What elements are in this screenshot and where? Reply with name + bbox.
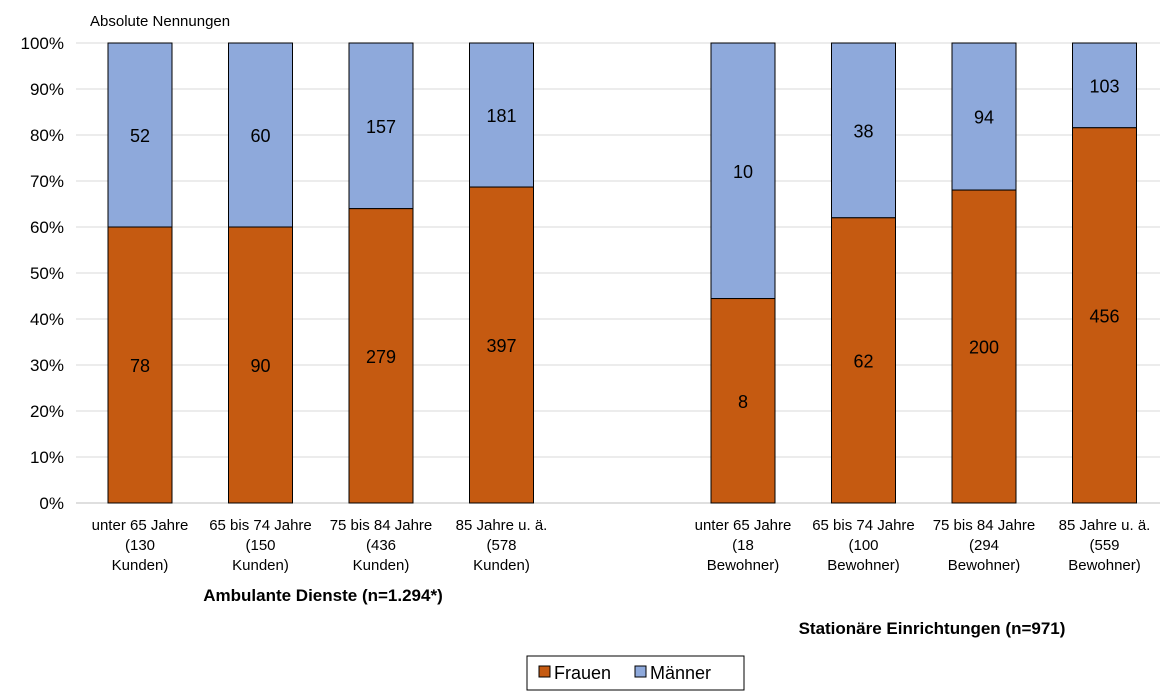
x-tick-label: (150 xyxy=(245,537,275,554)
x-tick-label: (578 xyxy=(486,537,516,554)
bar-segment-maenner xyxy=(348,42,414,210)
x-tick-label: 65 bis 74 Jahre xyxy=(812,517,915,534)
data-label-frauen: 279 xyxy=(366,347,396,367)
bar-segment-maenner xyxy=(228,42,293,228)
data-label-frauen: 90 xyxy=(250,356,270,376)
data-label-maenner: 60 xyxy=(250,126,270,146)
y-tick-label: 10% xyxy=(30,448,64,467)
group-title: Ambulante Dienste (n=1.294*) xyxy=(203,586,443,605)
y-tick-label: 80% xyxy=(30,126,64,145)
data-label-maenner: 181 xyxy=(486,106,516,126)
legend: Frauen Männer xyxy=(526,655,745,691)
data-label-frauen: 397 xyxy=(486,336,516,356)
x-tick-label: 65 bis 74 Jahre xyxy=(209,517,312,534)
bar-segment-frauen xyxy=(469,186,534,504)
data-label-maenner: 38 xyxy=(853,121,873,141)
y-tick-label: 100% xyxy=(21,34,64,53)
x-tick-label: Bewohner) xyxy=(707,557,780,574)
x-tick-label: 75 bis 84 Jahre xyxy=(933,517,1036,534)
unit-label: Absolute Nennungen xyxy=(90,13,230,30)
x-tick-label: (559 xyxy=(1089,537,1119,554)
bar-segment-maenner xyxy=(1072,42,1137,129)
y-tick-label: 30% xyxy=(30,356,64,375)
x-tick-label: (436 xyxy=(366,537,396,554)
y-axis-ticks: 0% 10% 20% 30% 40% 50% 60% 70% 80% 90% 100% xyxy=(21,34,64,513)
data-label-frauen: 200 xyxy=(969,338,999,358)
x-tick-label: Kunden) xyxy=(353,557,410,574)
y-tick-label: 60% xyxy=(30,218,64,237)
bar-segment-maenner xyxy=(831,42,896,219)
x-tick-label: Kunden) xyxy=(473,557,530,574)
bar-segment-frauen xyxy=(1072,127,1137,504)
data-label-frauen: 8 xyxy=(738,392,748,412)
bar-segment-frauen xyxy=(348,208,414,504)
bar-segment-frauen xyxy=(831,217,896,504)
bars: 52 78 60 90 157 279 181 397 10 8 38 62 94 200 103 456 xyxy=(107,42,1137,504)
legend-label: Frauen xyxy=(554,663,611,683)
bar-segment-maenner xyxy=(107,42,173,228)
bar-segment-frauen xyxy=(107,226,173,504)
legend-swatch xyxy=(538,665,551,678)
data-label-maenner: 157 xyxy=(366,117,396,137)
data-label-frauen: 456 xyxy=(1089,306,1119,326)
x-tick-label: unter 65 Jahre xyxy=(92,517,189,534)
data-label-frauen: 78 xyxy=(130,356,150,376)
data-label-maenner: 94 xyxy=(974,108,994,128)
y-tick-label: 40% xyxy=(30,310,64,329)
bar-segment-frauen xyxy=(951,189,1017,504)
y-tick-label: 0% xyxy=(39,494,64,513)
x-tick-label: 85 Jahre u. ä. xyxy=(1059,517,1151,534)
x-tick-label: 75 bis 84 Jahre xyxy=(330,517,433,534)
data-label-frauen: 62 xyxy=(853,351,873,371)
x-tick-label: Bewohner) xyxy=(1068,557,1141,574)
bar-segment-maenner xyxy=(951,42,1017,191)
bar-segment-frauen xyxy=(710,298,776,504)
x-tick-label: Bewohner) xyxy=(948,557,1021,574)
y-tick-label: 50% xyxy=(30,264,64,283)
x-tick-label: Kunden) xyxy=(232,557,289,574)
x-tick-label: (100 xyxy=(848,537,878,554)
legend-swatch xyxy=(634,665,647,678)
x-tick-label: unter 65 Jahre xyxy=(695,517,792,534)
x-tick-label: Kunden) xyxy=(112,557,169,574)
x-tick-label: (130 xyxy=(125,537,155,554)
data-label-maenner: 10 xyxy=(733,162,753,182)
bar-segment-maenner xyxy=(710,42,776,300)
y-tick-label: 70% xyxy=(30,172,64,191)
group-titles: Ambulante Dienste (n=1.294*) Stationäre E… xyxy=(203,586,1065,638)
group-title: Stationäre Einrichtungen (n=971) xyxy=(799,619,1066,638)
y-tick-label: 20% xyxy=(30,402,64,421)
y-tick-label: 90% xyxy=(30,80,64,99)
x-axis-ticks: unter 65 Jahre (130 Kunden) 65 bis 74 Jahre… xyxy=(92,517,1151,574)
data-label-maenner: 103 xyxy=(1089,76,1119,96)
x-tick-label: 85 Jahre u. ä. xyxy=(456,517,548,534)
x-tick-label: Bewohner) xyxy=(827,557,900,574)
data-label-maenner: 52 xyxy=(130,126,150,146)
x-tick-label: (18 xyxy=(732,537,754,554)
bar-segment-frauen xyxy=(228,226,293,504)
bar-segment-maenner xyxy=(469,42,534,188)
legend-label: Männer xyxy=(650,663,711,683)
x-tick-label: (294 xyxy=(969,537,999,554)
